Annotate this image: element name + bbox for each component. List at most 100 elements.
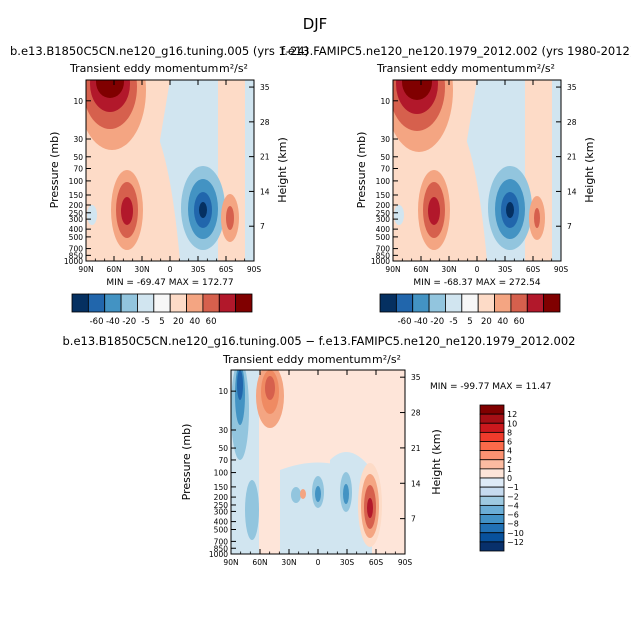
panel-3-p-tick-label: 300 <box>214 507 229 516</box>
panel-2-z-tick-label: 21 <box>567 153 577 162</box>
panel-3-p-tick-label: 30 <box>218 426 228 435</box>
panel-1-colorbar-swatch <box>87 293 106 313</box>
panel-1-colorbar-swatch <box>169 293 187 313</box>
panel-3-ylabel-right: Height (km) <box>430 429 443 495</box>
panel-3-z-tick-label: 7 <box>411 515 416 524</box>
panel-1-colorbar-swatch <box>218 293 237 313</box>
panel-1: b.e13.B1850C5CN.ne120_g16.tuning.005 (yr… <box>10 44 309 327</box>
panel-3-sh-min-core <box>343 484 349 504</box>
panel-3-axes: 90N 60N 30N 0 30S 60S 90S103050701001502002503… <box>209 370 421 567</box>
panel-3-colorbar-label: 0 <box>507 474 512 483</box>
panel-1-p-tick-label: 250 <box>69 209 84 218</box>
panel-3-p-tick-label: 1000 <box>209 550 228 559</box>
panel-1-p-tick-label: 10 <box>73 97 83 106</box>
panel-1-x-tick-label: 90N <box>78 265 93 274</box>
panel-2-z-tick-label: 35 <box>567 83 577 92</box>
panel-2-p-tick-label: 300 <box>376 215 391 224</box>
panel-2-colorbar-swatch <box>494 293 512 313</box>
panel-1-axes: 90N 60N 30N 0 30S 60S 90S103050701001502002503… <box>64 80 270 274</box>
panel-3-x-tick-label: 60N <box>252 558 267 567</box>
panel-3-colorbar-swatch <box>479 495 505 506</box>
panel-1-p-tick-label: 50 <box>73 153 83 162</box>
panel-3-p-tick-label: 850 <box>214 544 229 553</box>
panel-3-colorbar-swatch <box>479 459 505 470</box>
panel-3-colorbar-swatch <box>479 504 505 515</box>
panel-3-x-tick-label: 30N <box>281 558 296 567</box>
panel-2-colorbar-label: 60 <box>514 317 525 327</box>
panel-2-colorbar-label: -40 <box>414 317 428 327</box>
figure-title: DJF <box>303 15 328 33</box>
panel-2-nh-trop-core <box>428 197 440 225</box>
panel-1-title: b.e13.B1850C5CN.ne120_g16.tuning.005 (yr… <box>10 44 309 58</box>
panel-3-colorbar-label: 10 <box>507 419 517 428</box>
panel-2-z-tick-label: 7 <box>567 222 572 231</box>
panel-3-p-tick-label: 700 <box>214 537 229 546</box>
panel-3-colorbar-label: 2 <box>507 456 512 465</box>
panel-1-p-tick-label: 1000 <box>64 257 83 266</box>
panel-3-colorbar-label: −1 <box>507 483 519 492</box>
panel-3-z-tick-label: 21 <box>411 444 421 453</box>
panel-1-units: m²/s² <box>219 62 248 75</box>
panel-2-colorbar-label: 40 <box>497 317 508 327</box>
panel-1-z-tick-label: 7 <box>260 222 265 231</box>
panel-1-p-tick-label: 70 <box>73 164 83 173</box>
panel-3-colorbar-swatch <box>479 413 505 424</box>
panel-3-p-tick-label: 70 <box>218 456 228 465</box>
panel-2-colorbar-swatch <box>412 293 430 313</box>
panel-3-colorbar-label: 6 <box>507 438 512 447</box>
panel-1-field <box>86 80 254 261</box>
panel-2-colorbar-label: 20 <box>481 317 492 327</box>
panel-3-p-tick-label: 50 <box>218 444 228 453</box>
panel-1-colorbar-label: -20 <box>122 317 136 327</box>
panel-1-p-tick-label: 300 <box>69 215 84 224</box>
panel-2-field <box>393 80 561 261</box>
panel-3-colorbar-swatch <box>479 450 505 461</box>
panel-2-stats: MIN = -68.37 MAX = 272.54 <box>413 278 540 288</box>
panel-2-x-tick-label: 60N <box>413 265 428 274</box>
panel-2-x-tick-label: 30N <box>441 265 456 274</box>
panel-3-x-tick-label: 90S <box>398 558 413 567</box>
panel-2-ylabel-right: Height (km) <box>583 137 596 203</box>
panel-3-units: m²/s² <box>372 353 401 366</box>
panel-1-p-tick-label: 400 <box>69 225 84 234</box>
panel-3-x-tick-label: 60S <box>369 558 384 567</box>
panel-1-colorbar-label: -5 <box>141 317 149 327</box>
panel-1-ylabel: Pressure (mb) <box>48 132 61 209</box>
panel-1-p-tick-label: 500 <box>69 233 84 242</box>
panel-3-p-tick-label: 100 <box>214 469 229 478</box>
panel-1-colorbar-label: 20 <box>173 317 184 327</box>
panel-1-colorbar-label: -60 <box>90 317 104 327</box>
panel-3-p-tick-label: 250 <box>214 501 229 510</box>
panel-3-stratosphere-zero <box>278 370 405 450</box>
panel-1-ylabel-right: Height (km) <box>276 137 289 203</box>
panel-3-p-tick-label: 150 <box>214 483 229 492</box>
panel-3-x-tick-label: 0 <box>316 558 321 567</box>
panel-2-p-tick-label: 500 <box>376 233 391 242</box>
panel-1-subtitle: Transient eddy momentum <box>69 62 218 75</box>
panel-2-colorbar-swatch <box>477 293 495 313</box>
panel-2-jet-core <box>402 80 432 100</box>
panel-2-colorbar-swatch <box>526 293 545 313</box>
panel-1-pole-strip <box>245 80 254 261</box>
panel-1-jet-core <box>96 80 124 98</box>
panel-2-subtitle: Transient eddy momentum <box>376 62 525 75</box>
panel-3-nh-strat-min-core <box>237 370 243 400</box>
panel-2-x-tick-label: 30S <box>498 265 513 274</box>
panel-2-colorbar-swatch <box>510 293 528 313</box>
panel-3-nh-trop-min <box>245 480 259 540</box>
panel-3-mid-lat-blob <box>291 487 301 503</box>
panel-1-z-tick-label: 21 <box>260 153 270 162</box>
panel-1-colorbar-label: 40 <box>189 317 200 327</box>
panel-1-x-tick-label: 60S <box>219 265 234 274</box>
panel-3-p-tick-label: 500 <box>214 525 229 534</box>
panel-3-z-tick-label: 28 <box>411 409 421 418</box>
panel-1-colorbar-swatch <box>137 293 155 313</box>
panel-1-x-tick-label: 30S <box>191 265 206 274</box>
panel-3-colorbar-label: 8 <box>507 428 512 437</box>
panel-3-colorbar-label: −6 <box>507 511 519 520</box>
panel-1-subtropics-tongue <box>150 120 180 261</box>
panel-2-p-tick-label: 50 <box>380 153 390 162</box>
panel-1-colorbar-label: 5 <box>159 317 164 327</box>
panel-1-sh-trop-core <box>199 202 207 218</box>
